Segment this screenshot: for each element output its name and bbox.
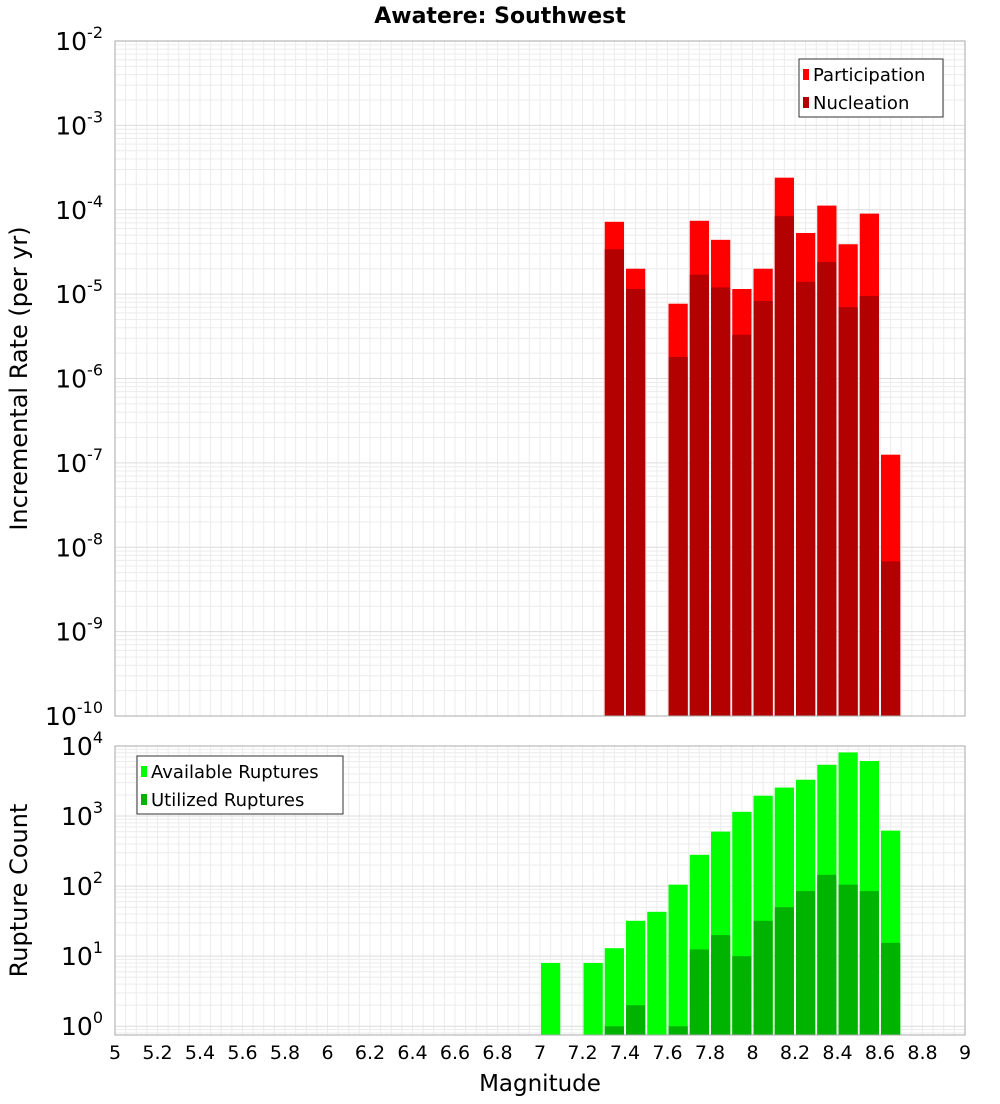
bar (881, 942, 901, 1035)
x-tick-label: 8 (746, 1042, 758, 1064)
bar (881, 561, 901, 716)
bar (689, 949, 709, 1035)
bar (838, 307, 858, 716)
series-1-1 (604, 874, 901, 1035)
x-tick-label: 8.2 (780, 1042, 810, 1064)
x-tick-label: 7.8 (695, 1042, 725, 1064)
bar (753, 920, 773, 1035)
bar (541, 962, 561, 1035)
legend-swatch (141, 794, 147, 805)
y-tick-label: 10-3 (55, 107, 103, 140)
x-tick-label: 5 (109, 1042, 121, 1064)
bar (796, 891, 816, 1035)
legend-box (798, 58, 944, 118)
bar (604, 249, 624, 716)
x-tick-label: 5.6 (227, 1042, 257, 1064)
x-tick-label: 6 (321, 1042, 333, 1064)
bar (817, 262, 837, 716)
x-tick-label: 7.4 (610, 1042, 640, 1064)
series-0-1 (604, 216, 901, 717)
bar (774, 907, 794, 1035)
y-tick-label: 10-2 (55, 23, 103, 56)
bar (604, 1026, 624, 1035)
bar (859, 296, 879, 716)
bar (626, 1005, 646, 1035)
y-tick-label: 10-8 (55, 529, 103, 562)
legend-box (136, 755, 344, 815)
legend-swatch (803, 69, 809, 80)
bar (796, 281, 816, 716)
bar (774, 216, 794, 717)
legend-label: Available Ruptures (151, 762, 319, 783)
x-tick-label: 7.6 (652, 1042, 682, 1064)
y-tick-label: 10-4 (55, 192, 103, 225)
x-tick-label: 6.2 (355, 1042, 385, 1064)
x-tick-label: 6.6 (440, 1042, 470, 1064)
x-tick-label: 7 (534, 1042, 546, 1064)
bar (859, 891, 879, 1035)
y-axis-label: Incremental Rate (per yr) (5, 226, 33, 530)
y-tick-label: 10-6 (55, 361, 103, 394)
y-tick-label: 102 (61, 868, 103, 901)
bar (732, 956, 752, 1035)
x-tick-label: 8.6 (865, 1042, 895, 1064)
bar (668, 1026, 688, 1035)
x-axis-label: Magnitude (479, 1071, 601, 1097)
legend-label: Nucleation (813, 93, 909, 114)
x-tick-label: 6.8 (482, 1042, 512, 1064)
y-tick-label: 10-5 (55, 276, 103, 309)
y-tick-label: 10-7 (55, 445, 103, 478)
x-tick-label: 5.2 (142, 1042, 172, 1064)
bar (817, 874, 837, 1035)
y-tick-label: 10-9 (55, 614, 103, 647)
y-tick-label: 104 (61, 728, 103, 761)
y-tick-label: 100 (61, 1008, 103, 1041)
bar (689, 274, 709, 716)
legend-label: Participation (813, 65, 925, 86)
legend-label: Utilized Ruptures (151, 790, 304, 811)
bar (626, 289, 646, 716)
x-tick-label: 6.4 (397, 1042, 427, 1064)
bar (753, 300, 773, 716)
bar (711, 935, 731, 1035)
y-tick-label: 103 (61, 798, 103, 831)
chart-title: Awatere: Southwest (374, 4, 626, 29)
x-tick-label: 7.2 (567, 1042, 597, 1064)
y-axis-label: Rupture Count (5, 804, 33, 978)
x-tick-label: 9 (959, 1042, 971, 1064)
legend-swatch (141, 766, 147, 777)
bar (647, 911, 667, 1035)
plot-frame-1 (114, 745, 966, 1036)
x-tick-label: 8.4 (822, 1042, 852, 1064)
bar (583, 962, 603, 1035)
x-tick-label: 5.8 (270, 1042, 300, 1064)
bar (711, 287, 731, 716)
plot-frame-0 (114, 40, 966, 717)
y-tick-label: 10-10 (45, 698, 103, 731)
y-tick-label: 101 (61, 938, 103, 971)
bar (604, 948, 624, 1035)
grid-0 (114, 40, 966, 717)
legend-swatch (803, 97, 809, 108)
bar (732, 334, 752, 716)
legend-1: Available Ruptures Utilized Ruptures (136, 755, 344, 815)
bar (838, 884, 858, 1035)
x-tick-label: 8.8 (907, 1042, 937, 1064)
bar (668, 356, 688, 716)
bar (668, 884, 688, 1035)
legend-0: Participation Nucleation (798, 58, 944, 118)
x-tick-label: 5.4 (185, 1042, 215, 1064)
